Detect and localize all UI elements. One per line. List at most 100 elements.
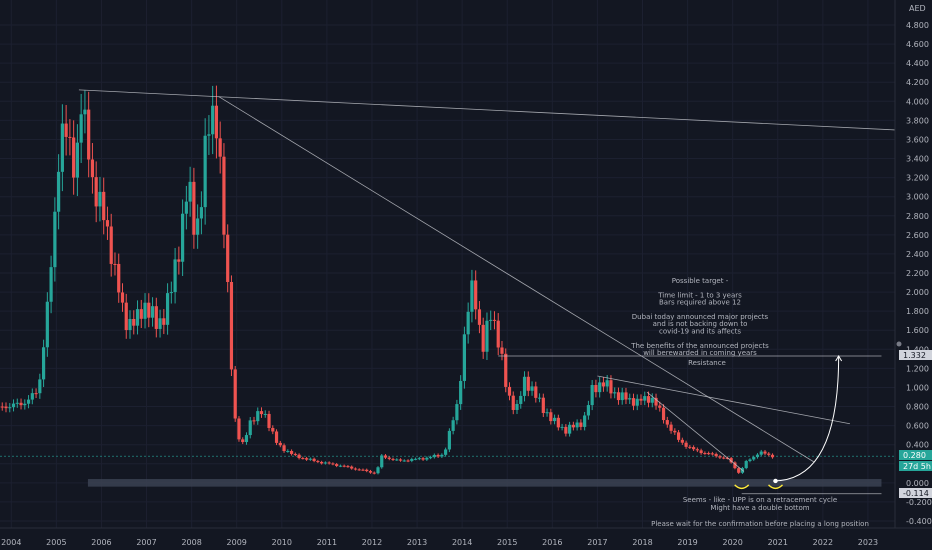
candle-body [11, 403, 16, 408]
double-bottom-mark [768, 484, 784, 490]
candle-body [350, 466, 354, 469]
candle-body [181, 213, 185, 262]
candle-body [609, 380, 613, 394]
candle-body [676, 432, 681, 440]
x-tick-label: 2012 [362, 538, 382, 547]
candle-body [154, 306, 158, 329]
candle-body [680, 439, 684, 443]
candle-body [631, 398, 636, 406]
candle-body [568, 424, 572, 434]
candle-body [26, 399, 31, 404]
candle-body [684, 442, 688, 447]
candle-body [658, 405, 662, 408]
candle-body [237, 418, 241, 440]
candle-body [117, 263, 121, 293]
candle-body [616, 392, 621, 401]
y-tick-label: 4.200 [906, 78, 929, 87]
candle-body [297, 454, 301, 459]
y-tick-label: 4.000 [906, 97, 929, 106]
candle-body [304, 458, 309, 460]
trendline [646, 391, 745, 472]
candle-body [639, 398, 643, 401]
candle-body [519, 395, 523, 404]
candle-body [274, 431, 279, 443]
candle-body [357, 469, 361, 471]
x-tick-label: 2017 [587, 538, 607, 547]
candle-body [233, 369, 237, 419]
candle-body [560, 426, 564, 428]
candle-body [113, 263, 117, 265]
candle-body [759, 451, 763, 455]
trendline [597, 375, 850, 425]
candle-body [462, 334, 467, 381]
x-tick-label: 2021 [768, 538, 788, 547]
candle-body [575, 422, 579, 428]
candle-body [109, 226, 113, 264]
candle-body [410, 458, 414, 461]
candle-body [331, 463, 335, 465]
candle-body [406, 460, 410, 462]
y-tick-label: 4.400 [906, 59, 929, 68]
candle-body [188, 181, 192, 202]
y-tick-label: 0.000 [906, 479, 929, 488]
alert-dot-icon[interactable] [896, 341, 902, 347]
candle-body [229, 281, 234, 370]
candles-layer [0, 85, 775, 475]
y-tick-label: 0.800 [906, 403, 929, 412]
candle-body [402, 460, 406, 462]
candle-body [214, 105, 219, 139]
candle-body [263, 413, 267, 415]
candle-body [120, 292, 125, 303]
candle-body [383, 455, 388, 458]
candle-body [718, 456, 722, 458]
candle-body [124, 302, 128, 331]
candle-body [184, 201, 188, 214]
x-tick-label: 2013 [407, 538, 427, 547]
candle-body [271, 427, 275, 432]
y-tick-label: 1.200 [906, 364, 929, 373]
candle-body [335, 464, 339, 466]
y-tick-label: 4.600 [906, 40, 929, 49]
candle-body [158, 318, 162, 329]
candle-body [594, 385, 598, 393]
trendline [78, 89, 896, 131]
candle-body [19, 402, 23, 406]
candle-body [203, 135, 207, 208]
candle-body [552, 417, 557, 422]
candle-body [646, 396, 651, 403]
candle-body [748, 459, 752, 462]
projection-arc [773, 355, 840, 482]
candle-body [57, 171, 61, 212]
candle-body [688, 446, 692, 448]
candle-body [421, 458, 425, 460]
candle-body [365, 469, 369, 472]
candle-body [695, 449, 699, 451]
candle-body [428, 457, 433, 459]
candle-body [545, 412, 549, 414]
x-tick-label: 2011 [317, 538, 337, 547]
double-bottom-mark [734, 484, 750, 490]
x-tick-label: 2007 [136, 538, 156, 547]
candle-body [470, 280, 474, 312]
candle-body [68, 136, 72, 138]
candle-body [564, 426, 568, 434]
candle-body [241, 439, 245, 443]
candle-body [147, 302, 151, 318]
x-tick-label: 2004 [1, 538, 21, 547]
candle-body [75, 142, 80, 178]
candle-body [143, 302, 147, 319]
candle-body [353, 468, 358, 470]
target-price-label: 1.332 [903, 351, 926, 360]
candle-body [511, 395, 515, 410]
candle-body [425, 457, 429, 460]
candle-body [526, 376, 530, 391]
candle-body [30, 393, 34, 400]
candle-body [150, 306, 155, 318]
candle-body [211, 105, 215, 135]
last-price-label-bg [899, 450, 932, 460]
candle-body [72, 137, 76, 178]
x-tick-label: 2015 [497, 538, 517, 547]
y-tick-label: -0.200 [906, 498, 932, 507]
candle-body [15, 402, 19, 404]
